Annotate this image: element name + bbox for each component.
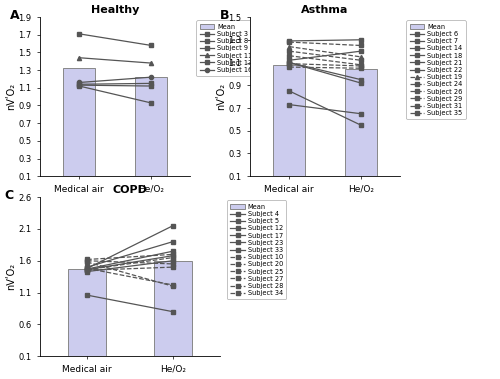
Legend: Mean, Subject 3, Subject 8, Subject 9, Subject 11, Subject 13, Subject 16: Mean, Subject 3, Subject 8, Subject 9, S… [196,20,256,76]
Title: Asthma: Asthma [302,5,348,15]
Bar [68,269,106,363]
Bar [63,68,96,185]
Title: Healthy: Healthy [91,5,139,15]
Text: B: B [220,9,230,22]
Bar [134,77,167,185]
Y-axis label: nVʹO₂: nVʹO₂ [216,83,226,110]
Y-axis label: nVʹO₂: nVʹO₂ [6,83,16,110]
Y-axis label: nVʹO₂: nVʹO₂ [6,263,16,290]
Bar [273,65,306,188]
Bar [344,69,377,188]
Legend: Mean, Subject 6, Subject 7, Subject 14, Subject 18, Subject 21, Subject 22, Subj: Mean, Subject 6, Subject 7, Subject 14, … [406,20,466,119]
Legend: Mean, Subject 4, Subject 5, Subject 12, Subject 17, Subject 23, Subject 33, Subj: Mean, Subject 4, Subject 5, Subject 12, … [227,200,286,299]
Text: A: A [10,9,20,22]
Bar [154,261,192,363]
Text: C: C [4,189,13,202]
Title: COPD: COPD [112,185,148,195]
